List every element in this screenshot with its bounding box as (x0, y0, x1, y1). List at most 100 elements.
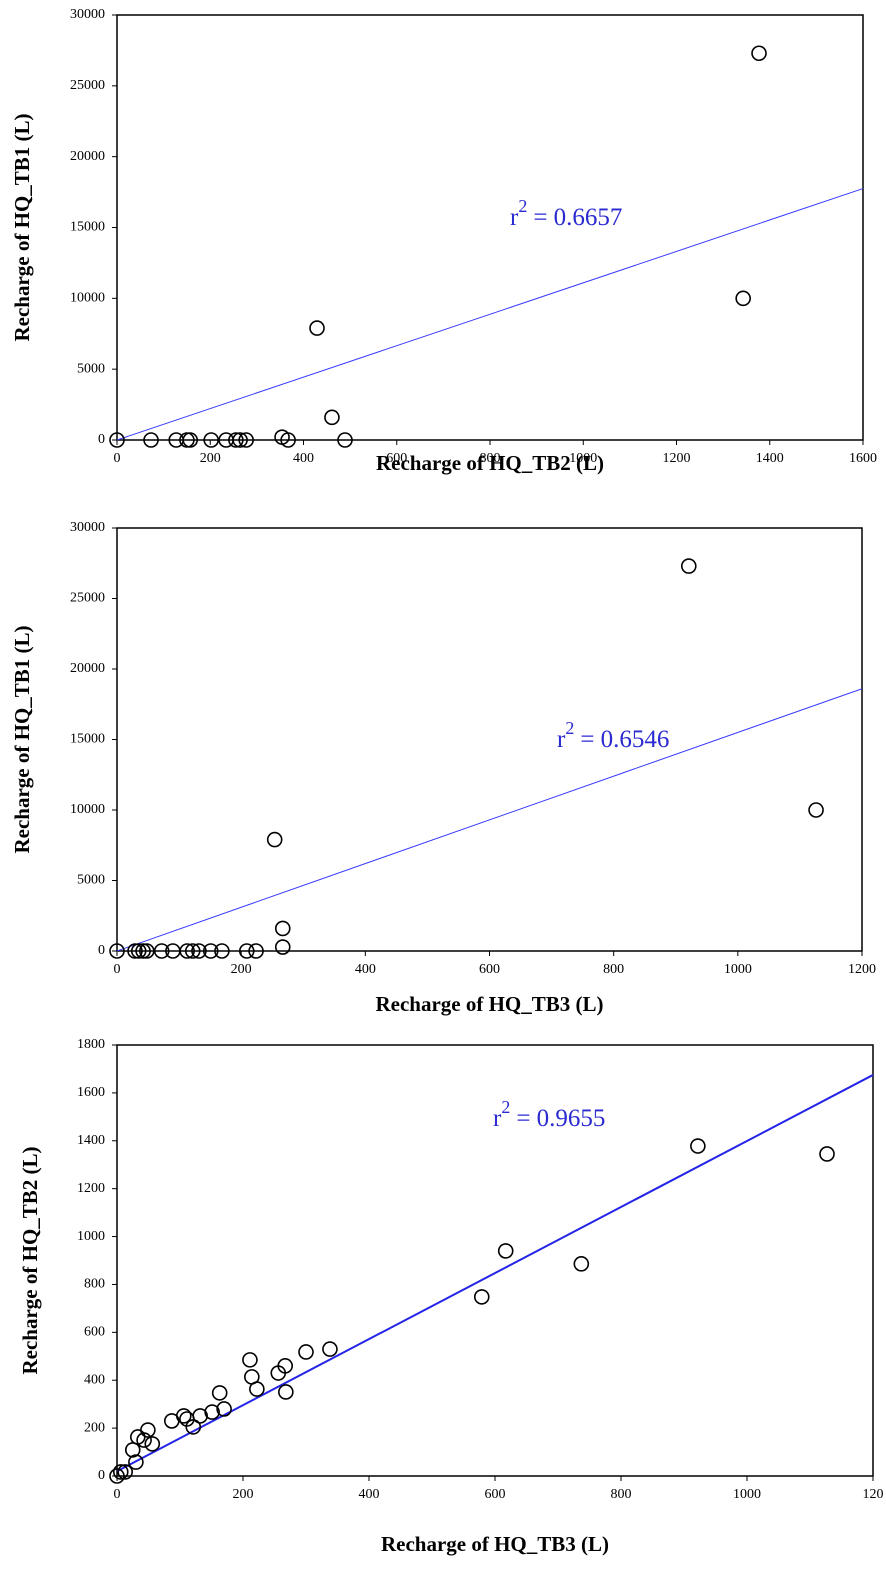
data-point (109, 1468, 125, 1484)
x-tick-label: 200 (233, 1487, 254, 1502)
r-exponent: 2 (501, 1097, 510, 1117)
data-point (216, 1401, 232, 1417)
data-point (277, 1358, 294, 1374)
data-point (179, 943, 195, 959)
data-point (204, 1404, 220, 1420)
x-tick-label: 1200 (848, 962, 876, 977)
y-tick-label: 1200 (77, 1181, 105, 1196)
y-tick-label: 1600 (77, 1085, 105, 1100)
x-tick-label: 1000 (724, 962, 752, 977)
data-point (298, 1344, 314, 1360)
y-tick-label: 5000 (77, 873, 105, 888)
y-tick-label: 10000 (70, 802, 105, 817)
x-tick-label: 0 (114, 1487, 121, 1502)
x-tick-label: 1600 (849, 451, 877, 466)
y-tick-label: 25000 (70, 591, 105, 606)
data-point (238, 432, 254, 448)
x-tick-label: 400 (359, 1487, 380, 1502)
data-point (242, 1352, 258, 1368)
r-value: = 0.6657 (533, 204, 622, 231)
fit-line (116, 188, 864, 441)
data-point (819, 1146, 835, 1162)
x-tick-label: 200 (200, 451, 221, 466)
y-tick-label: 200 (84, 1420, 105, 1435)
data-point (751, 45, 767, 62)
data-point (127, 943, 143, 959)
data-point (144, 1436, 161, 1452)
data-point (228, 432, 244, 448)
data-point (249, 1381, 265, 1397)
data-point (143, 432, 159, 448)
y-axis-label: Recharge of HQ_TB1 (L) (10, 625, 34, 853)
y-tick-label: 15000 (70, 732, 105, 747)
y-tick-label: 0 (98, 943, 105, 958)
data-point (211, 1385, 228, 1401)
data-point (109, 432, 125, 448)
r-symbol: r (510, 204, 519, 231)
fit-line (116, 688, 863, 952)
data-point (680, 558, 697, 574)
y-tick-label: 1400 (77, 1133, 105, 1148)
y-tick-label: 5000 (77, 361, 105, 376)
x-axis-label: Recharge of HQ_TB2 (L) (376, 451, 604, 475)
y-tick-label: 1800 (77, 1037, 105, 1052)
data-point (808, 802, 824, 818)
x-tick-label: 400 (293, 451, 314, 466)
x-axis-label: Recharge of HQ_TB3 (L) (381, 1532, 609, 1556)
y-tick-label: 400 (84, 1372, 105, 1387)
fit-line (116, 1074, 874, 1473)
r-value: = 0.6546 (580, 726, 669, 753)
r-squared-annotation: r2 = 0.6657 (510, 196, 622, 231)
data-point (185, 1419, 202, 1435)
r-squared-annotation: r2 = 0.6546 (557, 718, 669, 753)
data-point (274, 939, 291, 955)
x-tick-label: 0 (114, 451, 121, 466)
x-tick-label: 0 (114, 962, 121, 977)
x-tick-label: 800 (480, 451, 501, 466)
data-point (112, 1464, 129, 1480)
data-point (690, 1138, 706, 1154)
y-axis-label: Recharge of HQ_TB1 (L) (10, 113, 34, 341)
x-tick-label: 800 (603, 962, 624, 977)
x-tick-label: 1000 (569, 451, 597, 466)
data-point (238, 943, 255, 959)
plot-frame (116, 14, 864, 441)
data-point (136, 1432, 152, 1448)
y-tick-label: 1000 (77, 1229, 105, 1244)
y-tick-label: 20000 (70, 149, 105, 164)
data-point (278, 1384, 294, 1400)
data-point (497, 1243, 514, 1259)
x-tick-label: 800 (611, 1487, 632, 1502)
data-point (130, 943, 147, 959)
data-point (191, 943, 207, 959)
data-point (322, 1341, 338, 1357)
x-tick-label: 1400 (756, 451, 784, 466)
x-tick-label: 600 (485, 1487, 506, 1502)
r-symbol: r (493, 1105, 502, 1132)
data-point (117, 1464, 133, 1480)
data-point (280, 432, 296, 448)
x-tick-label: 200 (231, 962, 252, 977)
data-point (139, 943, 155, 959)
r-symbol: r (557, 726, 566, 753)
data-point (202, 943, 219, 959)
data-point (203, 432, 219, 448)
y-tick-label: 600 (84, 1325, 105, 1340)
r-squared-annotation: r2 = 0.9655 (493, 1097, 605, 1132)
y-tick-label: 30000 (70, 520, 105, 535)
y-tick-label: 0 (98, 1468, 105, 1483)
data-point (573, 1256, 590, 1272)
r-exponent: 2 (565, 718, 574, 738)
data-point (135, 943, 151, 959)
plot-frame (116, 527, 863, 952)
data-point (128, 1454, 144, 1470)
data-point (473, 1289, 490, 1305)
x-tick-label: 600 (479, 962, 500, 977)
data-point (214, 943, 230, 959)
y-tick-label: 25000 (70, 78, 105, 93)
x-axis-label: Recharge of HQ_TB3 (L) (375, 992, 603, 1016)
data-point (232, 432, 248, 448)
data-point (274, 920, 291, 937)
data-point (175, 1408, 192, 1424)
